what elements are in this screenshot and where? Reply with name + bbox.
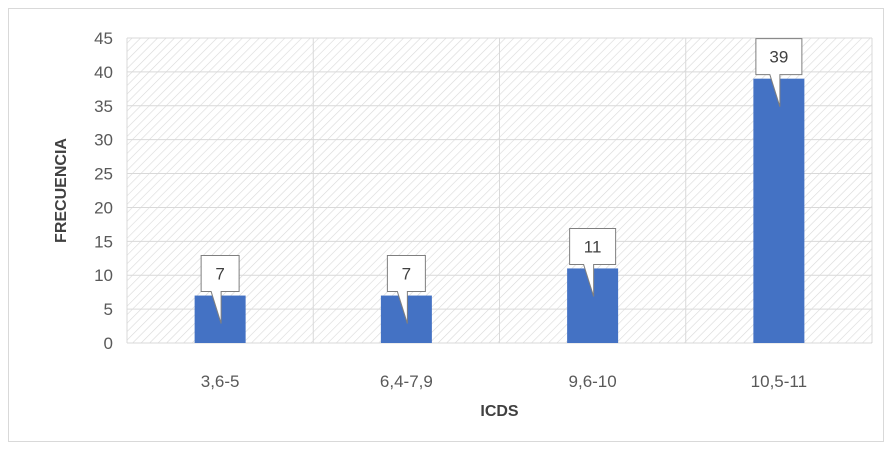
- y-tick-label: 0: [104, 334, 113, 353]
- y-tick-label: 25: [94, 165, 113, 184]
- data-label-callout: [200, 255, 240, 324]
- y-tick-label: 45: [94, 29, 113, 48]
- y-tick-label: 35: [94, 97, 113, 116]
- y-tick-label: 40: [94, 63, 113, 82]
- x-tick-label: 9,6-10: [569, 372, 617, 391]
- x-tick-label: 3,6-5: [201, 372, 240, 391]
- data-labels: 7 7 11 39: [200, 38, 803, 324]
- y-tick-label: 20: [94, 198, 113, 217]
- bar: [753, 78, 805, 344]
- y-axis-ticks: 0 5 10 15 20 25 30 35 40 45: [94, 29, 113, 353]
- y-tick-label: 10: [94, 266, 113, 285]
- bars: [194, 78, 805, 344]
- data-label: 11: [584, 237, 602, 256]
- x-axis-ticks: 3,6-5 6,4-7,9 9,6-10 10,5-11: [201, 372, 807, 391]
- data-label-callout: [755, 38, 803, 107]
- gridlines: [126, 37, 873, 344]
- y-tick-label: 15: [94, 232, 113, 251]
- data-label: 7: [215, 265, 224, 284]
- x-tick-label: 6,4-7,9: [380, 372, 433, 391]
- data-label-callout: [386, 255, 426, 324]
- x-axis-title: ICDS: [480, 403, 519, 420]
- data-label: 7: [402, 265, 411, 284]
- x-tick-label: 10,5-11: [751, 372, 807, 391]
- y-tick-label: 30: [94, 131, 113, 150]
- y-axis-title: FRECUENCIA: [53, 138, 70, 243]
- data-label: 39: [769, 48, 788, 67]
- data-label-callout: [569, 227, 617, 297]
- y-tick-label: 5: [104, 300, 113, 319]
